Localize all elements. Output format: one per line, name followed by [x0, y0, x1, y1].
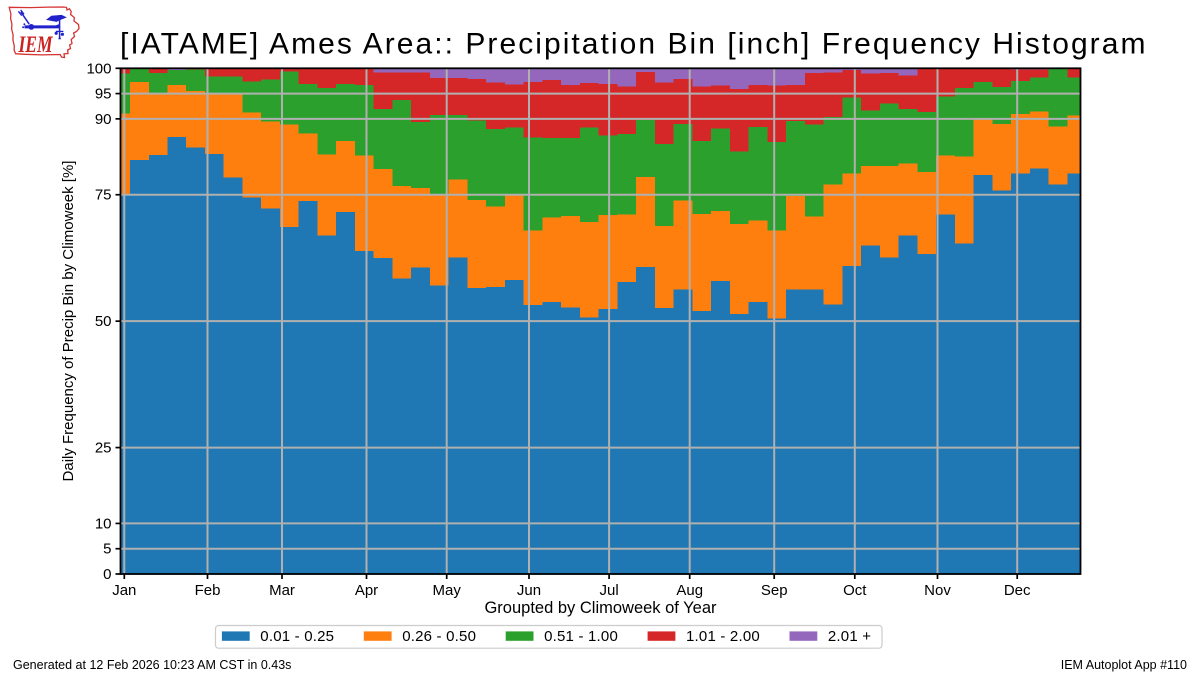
svg-text:Oct: Oct [843, 582, 867, 599]
svg-text:May: May [433, 582, 462, 599]
svg-text:1.01 - 2.00: 1.01 - 2.00 [686, 628, 760, 645]
svg-text:Sep: Sep [761, 582, 788, 599]
svg-text:95: 95 [95, 86, 112, 103]
svg-text:Generated at 12 Feb 2026 10:23: Generated at 12 Feb 2026 10:23 AM CST in… [13, 658, 291, 672]
svg-text:0.26 - 0.50: 0.26 - 0.50 [402, 628, 476, 645]
svg-text:50: 50 [95, 313, 112, 330]
svg-text:Apr: Apr [355, 582, 378, 599]
svg-text:Daily Frequency of Precip Bin: Daily Frequency of Precip Bin by Climowe… [60, 161, 77, 482]
svg-text:Mar: Mar [269, 582, 295, 599]
svg-text:25: 25 [95, 440, 112, 457]
svg-text:0.51 - 1.00: 0.51 - 1.00 [544, 628, 618, 645]
svg-text:90: 90 [95, 111, 112, 128]
svg-text:IEM Autoplot App #110: IEM Autoplot App #110 [1061, 658, 1187, 672]
svg-text:0: 0 [103, 566, 111, 583]
svg-text:IEM: IEM [18, 32, 54, 58]
svg-text:Jan: Jan [112, 582, 136, 599]
svg-text:Feb: Feb [195, 582, 221, 599]
svg-text:Jun: Jun [517, 582, 541, 599]
svg-text:Nov: Nov [924, 582, 951, 599]
svg-text:Groupted by Climoweek of Year: Groupted by Climoweek of Year [484, 599, 717, 617]
svg-text:10: 10 [95, 515, 112, 532]
svg-text:Aug: Aug [676, 582, 703, 599]
svg-text:[IATAME] Ames Area:: Precipita: [IATAME] Ames Area:: Precipitation Bin [… [120, 28, 1148, 61]
svg-text:5: 5 [103, 541, 111, 558]
svg-text:0.01 - 0.25: 0.01 - 0.25 [260, 628, 334, 645]
svg-text:75: 75 [95, 187, 112, 204]
svg-text:Jul: Jul [600, 582, 619, 599]
svg-text:Dec: Dec [1004, 582, 1031, 599]
svg-text:2.01 +: 2.01 + [828, 628, 871, 645]
svg-text:100: 100 [86, 60, 111, 77]
